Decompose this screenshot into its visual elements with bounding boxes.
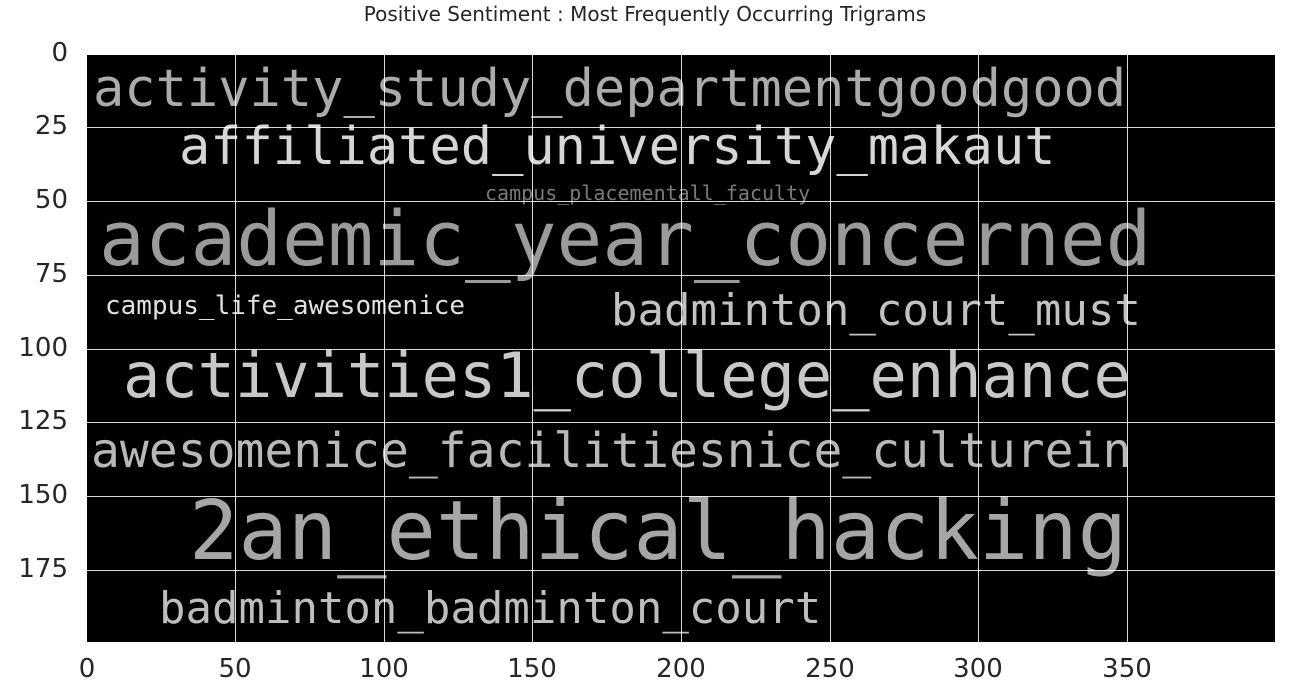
y-tick-label: 125 [18,406,68,436]
x-tick-label: 350 [1102,654,1152,684]
y-tick-label: 75 [34,259,68,289]
x-gridline-150 [532,54,533,643]
word-campus-life-awesomenice: campus_life_awesomenice [105,291,466,321]
x-gridline-200 [681,54,682,643]
word-affiliated-university-makaut: affiliated_university_makaut [179,117,1056,177]
y-tick-label: 175 [18,554,68,584]
word-2an-ethical-hacking: 2an_ethical_hacking [189,484,1127,579]
y-gridline-bottom [86,642,1276,643]
word-activity-study-department: activity_study_departmentgoodgood [93,59,1127,119]
word-campus-placementall-faculty: campus_placementall_faculty [485,181,811,205]
y-gridline-25 [86,127,1276,128]
word-awesomenice-facilitiesnice-culturein: awesomenice_facilitiesnice_culturein [91,423,1132,479]
y-tick-label: 150 [18,480,68,510]
y-gridline-150 [86,496,1276,497]
chart-title: Positive Sentiment : Most Frequently Occ… [363,2,927,26]
word-badminton-badminton-court: badminton_badminton_court [159,583,822,634]
x-tick-label: 200 [656,654,706,684]
y-gridline-75 [86,275,1276,276]
x-tick-label: 100 [359,654,409,684]
x-gridline-250 [830,54,831,643]
x-tick-label: 50 [218,654,252,684]
y-tick-label: 25 [34,111,68,141]
x-tick-label: 150 [507,654,557,684]
x-tick-label: 250 [805,654,855,684]
x-tick-label: 0 [78,654,96,684]
y-tick-label: 50 [34,185,68,215]
y-tick-label: 100 [18,333,68,363]
word-activities1-college-enhance: activities1_college_enhance [123,339,1131,412]
x-gridline-100 [384,54,385,643]
x-tick-label: 300 [953,654,1003,684]
y-gridline-125 [86,422,1276,423]
x-gridline-300 [978,54,979,643]
y-gridline-50 [86,201,1276,202]
x-gridline-0 [86,54,87,643]
word-academic-year-concerned: academic_year_concerned [99,194,1152,283]
x-gridline-350 [1127,54,1128,643]
word-badminton-court-must: badminton_court_must [611,285,1141,336]
y-gridline-175 [86,570,1276,571]
y-tick-label: 0 [51,38,68,68]
x-gridline-400 [1275,54,1276,643]
y-gridline-100 [86,349,1276,350]
y-gridline-0 [86,54,1276,55]
x-gridline-50 [235,54,236,643]
